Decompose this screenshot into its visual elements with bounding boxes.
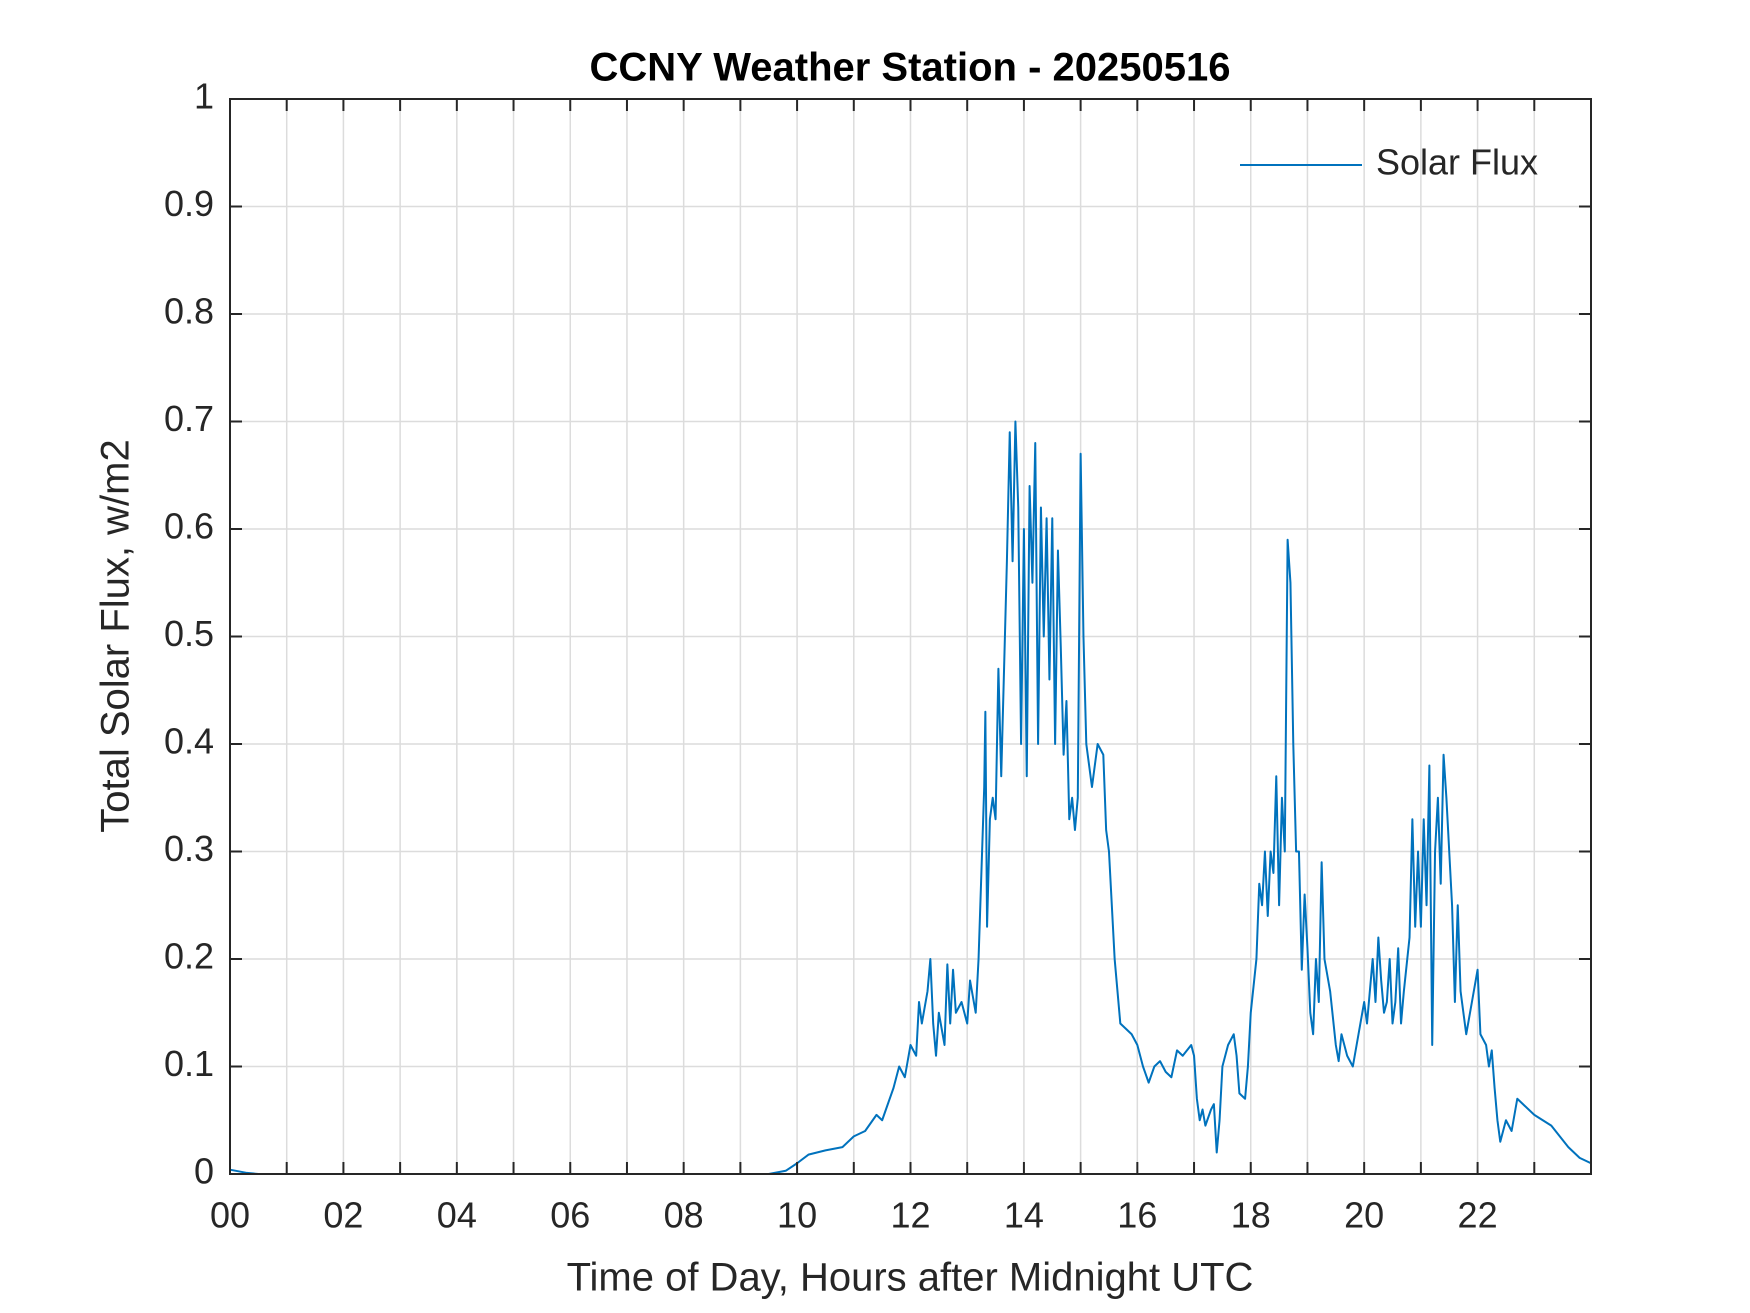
y-tick-label: 0.5 bbox=[164, 613, 214, 654]
data-line bbox=[229, 420, 1592, 1175]
x-tick-label: 02 bbox=[323, 1195, 363, 1236]
x-tick-label: 12 bbox=[890, 1195, 930, 1236]
y-tick-label: 1 bbox=[194, 76, 214, 117]
y-tick-label: 0.8 bbox=[164, 291, 214, 332]
y-tick-label: 0.7 bbox=[164, 398, 214, 439]
x-tick-label: 06 bbox=[550, 1195, 590, 1236]
x-tick-label: 04 bbox=[437, 1195, 477, 1236]
x-tick-label: 14 bbox=[1004, 1195, 1044, 1236]
x-tick-label: 16 bbox=[1117, 1195, 1157, 1236]
legend-label: Solar Flux bbox=[1376, 142, 1538, 183]
y-tick-label: 0.6 bbox=[164, 506, 214, 547]
x-tick-label: 20 bbox=[1344, 1195, 1384, 1236]
y-tick-label: 0.4 bbox=[164, 721, 214, 762]
x-axis-label: Time of Day, Hours after Midnight UTC bbox=[567, 1256, 1254, 1300]
x-tick-label: 08 bbox=[664, 1195, 704, 1236]
x-tick-label: 10 bbox=[777, 1195, 817, 1236]
chart-title: CCNY Weather Station - 20250516 bbox=[590, 46, 1231, 90]
x-tick-label: 00 bbox=[210, 1195, 250, 1236]
y-tick-label: 0.2 bbox=[164, 936, 214, 977]
x-tick-label: 18 bbox=[1231, 1195, 1271, 1236]
y-tick-label: 0.3 bbox=[164, 828, 214, 869]
y-tick-label: 0.1 bbox=[164, 1043, 214, 1084]
x-tick-label: 22 bbox=[1458, 1195, 1498, 1236]
y-tick-label: 0.9 bbox=[164, 183, 214, 224]
y-axis-label: Total Solar Flux, w/m2 bbox=[94, 439, 138, 832]
y-tick-label: 0 bbox=[194, 1151, 214, 1192]
